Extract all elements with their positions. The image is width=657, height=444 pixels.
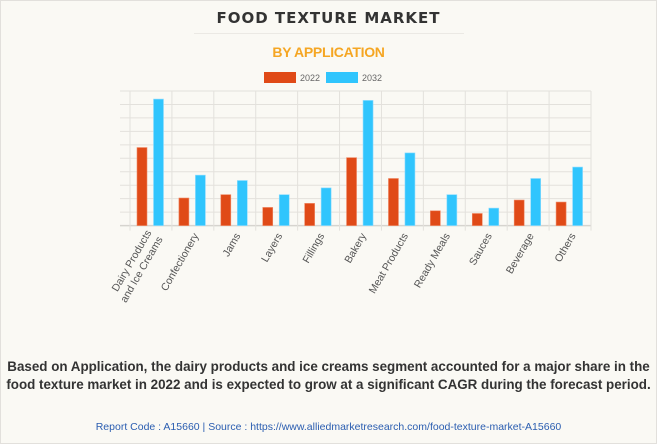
bar-2032 (237, 180, 248, 226)
x-tick-label-line: Sauces (467, 231, 495, 267)
x-tick-label-line: Confectionery (159, 230, 202, 293)
legend-swatch-2022 (264, 72, 296, 83)
legend-label-2022: 2022 (300, 72, 321, 83)
bar-2022 (262, 207, 274, 226)
bar-chart: Dairy Productsand Ice CreamsConfectioner… (107, 90, 592, 305)
bar-2032 (572, 166, 583, 226)
x-tick-label-line: Beverage (504, 231, 537, 276)
legend: 2022 2032 (264, 72, 388, 83)
bar-2022 (304, 203, 315, 226)
x-tick-label: Others (552, 231, 578, 264)
bar-2032 (530, 178, 541, 226)
bar-2032 (195, 174, 206, 226)
chart-title: FOOD TEXTURE MARKET (216, 9, 441, 27)
bar-2032 (320, 187, 332, 226)
x-tick-label: Meat Products (367, 231, 411, 296)
x-tick-label: Fillings (300, 231, 327, 265)
bar-2032 (488, 207, 500, 226)
x-tick-label: Ready Meals (412, 231, 453, 290)
legend-swatch-2032 (326, 72, 359, 83)
bar-2022 (346, 157, 357, 226)
bar-2032 (153, 98, 164, 226)
bar-2032 (362, 100, 374, 226)
x-tick-label-line: Bakery (342, 230, 369, 265)
x-tick-label-line: Fillings (300, 231, 327, 265)
title-divider (194, 33, 464, 34)
bar-2022 (178, 197, 190, 226)
bar-2032 (404, 152, 416, 226)
x-tick-label: Jams (220, 231, 243, 259)
x-tick-label-line: Ready Meals (412, 231, 453, 290)
x-tick-label: Dairy Productsand Ice Creams (107, 228, 166, 305)
x-tick-label: Layers (259, 231, 285, 264)
source-line: Report Code : A15660 | Source : https://… (95, 421, 562, 433)
bar-2032 (446, 194, 458, 226)
chart-subtitle: BY APPLICATION (272, 44, 385, 60)
summary-text: Based on Application, the dairy products… (6, 359, 651, 392)
bar-2022 (471, 213, 483, 226)
legend-item-2022[interactable]: 2022 (264, 72, 320, 83)
x-tick-label: Beverage (504, 231, 537, 276)
bar-2022 (513, 199, 525, 226)
legend-label-2032: 2032 (362, 72, 383, 83)
bar-2032 (278, 194, 290, 226)
bar-2022 (555, 201, 567, 226)
x-tick-label-line: Jams (220, 231, 243, 259)
legend-item-2032[interactable]: 2032 (326, 72, 382, 83)
x-tick-label: Bakery (342, 230, 369, 265)
x-tick-label: Sauces (467, 231, 495, 267)
x-tick-label-line: Others (552, 231, 578, 264)
x-tick-label-line: Meat Products (367, 231, 411, 296)
bar-2022 (136, 147, 148, 226)
bar-2022 (388, 178, 399, 226)
x-tick-label-line: Layers (259, 231, 285, 264)
bar-2022 (430, 210, 441, 226)
x-tick-label: Confectionery (159, 230, 202, 293)
bar-2022 (220, 194, 232, 226)
